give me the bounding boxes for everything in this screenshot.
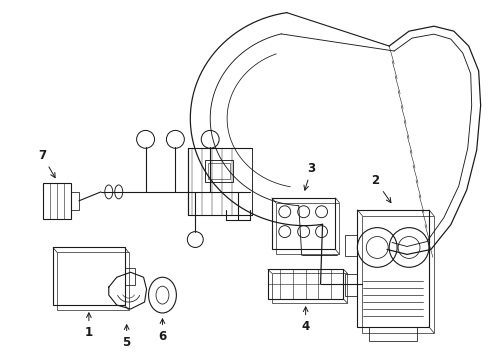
- Bar: [57, 252, 128, 310]
- Bar: [267, 269, 343, 299]
- Bar: [43, 183, 71, 219]
- Bar: [208, 163, 230, 179]
- Bar: [53, 247, 124, 305]
- Text: 7: 7: [38, 149, 55, 177]
- Text: 3: 3: [304, 162, 315, 190]
- Text: 4: 4: [301, 307, 309, 333]
- Bar: [271, 198, 335, 249]
- Bar: [345, 274, 357, 296]
- Bar: [205, 160, 233, 182]
- Bar: [124, 267, 134, 285]
- Bar: [345, 235, 357, 256]
- Text: 1: 1: [84, 313, 93, 339]
- Bar: [362, 216, 433, 333]
- Bar: [357, 210, 428, 327]
- Bar: [275, 203, 339, 255]
- Text: 5: 5: [122, 325, 130, 349]
- Bar: [71, 192, 79, 210]
- Text: 6: 6: [158, 319, 166, 343]
- Bar: [271, 273, 346, 303]
- Bar: [368, 327, 416, 341]
- Text: 2: 2: [370, 174, 390, 203]
